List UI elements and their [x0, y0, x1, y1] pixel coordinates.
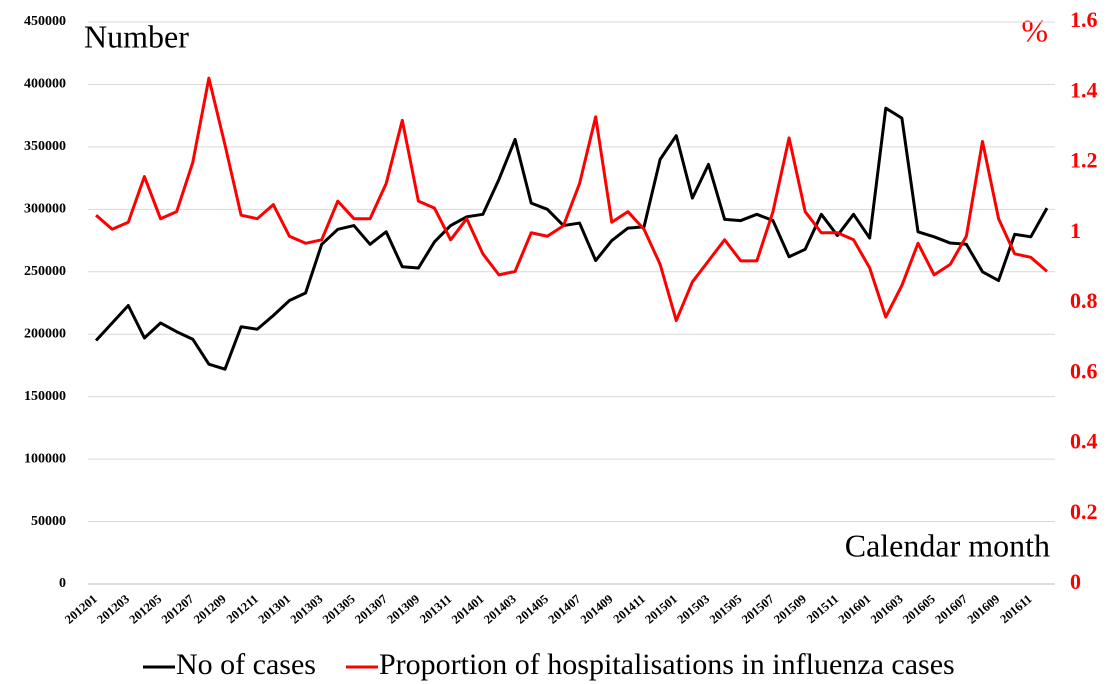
- x-tick-label: 201605: [900, 592, 938, 627]
- x-tick-label: 201201: [62, 592, 100, 627]
- y2-tick-label: 0.4: [1070, 429, 1098, 454]
- x-tick-label: 201503: [675, 592, 713, 627]
- x-tick-label: 201203: [94, 592, 132, 627]
- x-axis-label: Calendar month: [845, 527, 1050, 563]
- y2-tick-label: 1.4: [1070, 77, 1098, 102]
- x-tick-label: 201207: [159, 592, 197, 627]
- x-tick-label: 201401: [449, 592, 487, 627]
- y-tick-label: 0: [59, 576, 66, 591]
- x-tick-label: 201505: [707, 592, 745, 627]
- legend-label: Proportion of hospitalisations in influe…: [379, 648, 955, 681]
- x-tick-label: 201405: [513, 592, 551, 627]
- y-tick-label: 300000: [24, 202, 66, 217]
- x-tick-label: 201311: [417, 592, 454, 626]
- x-tick-label: 201305: [320, 592, 358, 627]
- x-tick-label: 201611: [997, 592, 1034, 626]
- series-line: [95, 76, 1048, 323]
- y-tick-label: 350000: [24, 139, 66, 154]
- x-tick-label: 201205: [127, 592, 165, 627]
- y-tick-label: 50000: [31, 514, 66, 529]
- x-tick-label: 201303: [288, 592, 326, 627]
- x-tick-label: 201607: [932, 592, 970, 627]
- y2-tick-label: 1.6: [1070, 7, 1098, 32]
- x-tick-label: 201411: [611, 592, 648, 626]
- y-tick-label: 100000: [24, 451, 66, 466]
- legend-label: No of cases: [176, 648, 316, 681]
- x-tick-label: 201511: [804, 592, 841, 626]
- x-tick-label: 201501: [642, 592, 680, 627]
- y2-tick-label: 0.6: [1070, 358, 1098, 383]
- x-tick-label: 201407: [546, 592, 584, 627]
- y-axis-label: Number: [84, 18, 189, 54]
- y-tick-label: 150000: [24, 389, 66, 404]
- x-tick-label: 201603: [868, 592, 906, 627]
- x-tick-label: 201409: [578, 592, 616, 627]
- x-tick-label: 201209: [191, 592, 229, 627]
- y-tick-label: 200000: [24, 326, 66, 341]
- x-tick-label: 201507: [739, 592, 777, 627]
- x-tick-label: 201403: [481, 592, 519, 627]
- y2-tick-label: 0.8: [1070, 288, 1098, 313]
- y-tick-label: 450000: [24, 14, 66, 29]
- x-tick-label: 201301: [256, 592, 294, 627]
- y2-tick-label: 1.2: [1070, 148, 1098, 173]
- x-tick-label: 201211: [224, 592, 261, 626]
- x-tick-label: 201609: [965, 592, 1003, 627]
- x-tick-label: 201509: [771, 592, 809, 627]
- y-tick-label: 250000: [24, 264, 66, 279]
- y2-tick-label: 1: [1070, 218, 1081, 243]
- y-tick-label: 400000: [24, 77, 66, 92]
- x-tick-label: 201601: [836, 592, 874, 627]
- x-tick-label: 201309: [384, 592, 422, 627]
- y2-tick-label: 0: [1070, 569, 1081, 594]
- y2-tick-label: 0.2: [1070, 499, 1098, 524]
- series-line: [94, 106, 1049, 371]
- y2-axis-label: %: [1021, 12, 1048, 48]
- x-tick-label: 201307: [352, 592, 390, 627]
